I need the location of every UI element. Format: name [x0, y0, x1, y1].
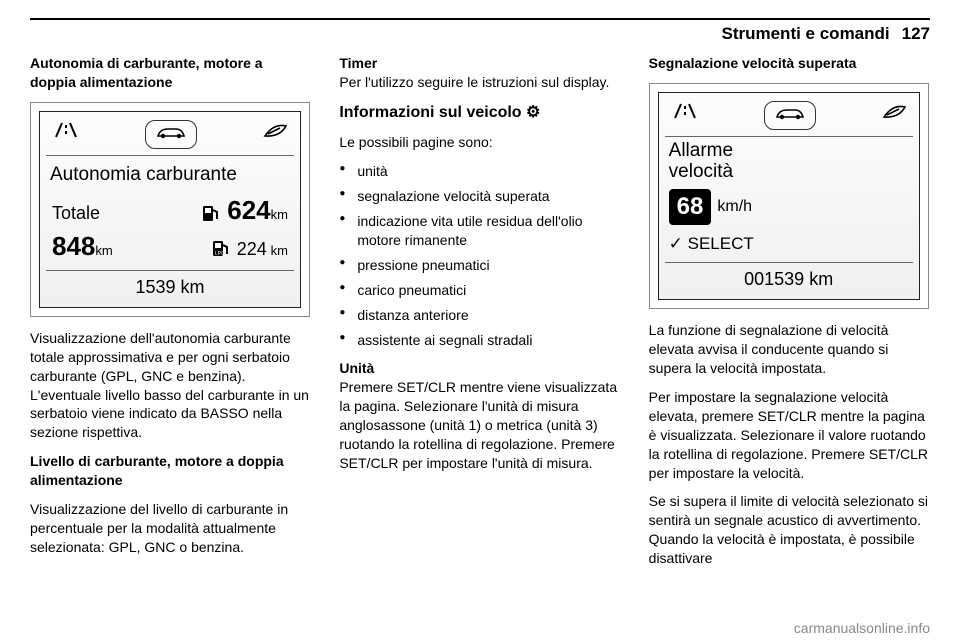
col3-para2: Per impostare la segnalazione velocità e…: [649, 388, 930, 482]
col1-sub1: Livello di carburante, motore a doppia a…: [30, 452, 311, 490]
fuel-range-display: Autonomia carburante Totale 624km 848km: [30, 102, 310, 317]
col3-para1: La funzione di segnalazione di velocità …: [649, 321, 930, 378]
bullet-item: distanza anteriore: [339, 306, 620, 325]
page-number: 127: [902, 24, 930, 44]
bullet-item: assistente ai segnali stradali: [339, 331, 620, 350]
display2-odometer: 001539 km: [665, 263, 913, 293]
tab-car-icon: [764, 101, 816, 130]
unit-body: Premere SET/CLR mentre viene visualizzat…: [339, 379, 617, 471]
display1-odometer: 1539 km: [46, 271, 294, 301]
tab-car-icon: [145, 120, 197, 149]
col3-para3: Se si supera il limite di velocità selez…: [649, 492, 930, 568]
info-bullet-list: unità segnalazione velocità superata ind…: [339, 162, 620, 349]
bullet-item: unità: [339, 162, 620, 181]
tab-lane-icon: [52, 120, 80, 149]
info-intro: Le possibili pagine sono:: [339, 133, 620, 152]
bullet-item: carico pneumatici: [339, 281, 620, 300]
column-2: Timer Per l'utilizzo seguire le istruzio…: [339, 54, 620, 578]
select-label: ✓ SELECT: [665, 231, 913, 263]
column-3: Segnalazione velocità superata: [649, 54, 930, 578]
speed-unit: km/h: [717, 196, 752, 218]
left-unit: km: [95, 243, 112, 258]
speed-value-box: 68: [669, 189, 712, 225]
totale-label: Totale: [52, 201, 100, 225]
tab-leaf-icon: [262, 120, 288, 149]
col3-heading: Segnalazione velocità superata: [649, 55, 857, 71]
column-1: Autonomia di carburante, motore a doppia…: [30, 54, 311, 578]
left-value: 848: [52, 231, 95, 261]
d2-title-line1: Allarme: [669, 140, 733, 161]
col1-heading: Autonomia di carburante, motore a doppia…: [30, 55, 263, 90]
fuel-pump-icon: [201, 203, 219, 228]
tab-lane-icon: [671, 101, 699, 130]
section-title: Strumenti e comandi: [721, 24, 889, 44]
speed-alarm-display: Allarme velocità 68 km/h ✓ SELECT 001539…: [649, 83, 929, 309]
col1-para1: Visualizzazione dell'autonomia carburant…: [30, 329, 311, 442]
unit-head: Unità: [339, 360, 374, 376]
info-head: Informazioni sul veicolo ⚙: [339, 104, 540, 121]
right-unit: km: [271, 243, 288, 258]
display1-title: Autonomia carburante: [46, 156, 294, 190]
timer-body: Per l'utilizzo seguire le istruzioni sul…: [339, 74, 609, 90]
svg-text:LPG: LPG: [215, 251, 225, 257]
totale-value: 624: [227, 195, 270, 225]
bullet-item: pressione pneumatici: [339, 256, 620, 275]
col1-para2: Visualizzazione del livello di carburant…: [30, 500, 311, 557]
timer-head: Timer: [339, 55, 377, 71]
d2-title-line2: velocità: [669, 161, 733, 182]
totale-unit: km: [271, 207, 288, 222]
right-value: 224: [237, 239, 267, 259]
tab-leaf-icon: [881, 101, 907, 130]
bullet-item: segnalazione velocità superata: [339, 187, 620, 206]
footer-url: carmanualsonline.info: [794, 620, 930, 636]
fuel-pump-lpg-icon: LPG: [211, 238, 229, 263]
bullet-item: indicazione vita utile residua dell'olio…: [339, 212, 620, 250]
